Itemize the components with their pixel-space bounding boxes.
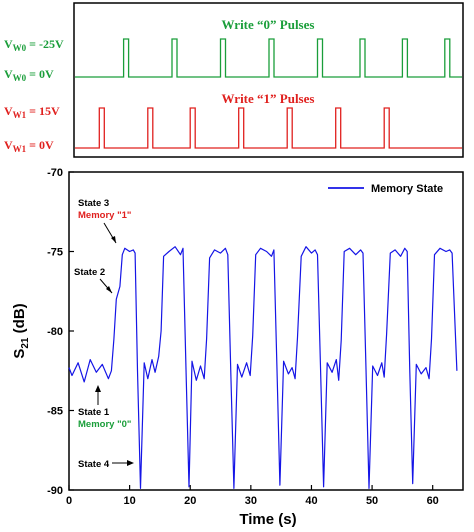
write1-pulse-trace bbox=[75, 107, 462, 149]
x-axis-label: Time (s) bbox=[239, 511, 296, 528]
y-tick-label: -85 bbox=[47, 406, 63, 418]
pulse-panel: Write “0” Pulses Write “1” Pulses VW0 = … bbox=[4, 2, 464, 158]
legend-label: Memory State bbox=[371, 183, 443, 195]
y-axis-label: S21 (dB) bbox=[11, 303, 31, 358]
annotation-arrowhead-state-2 bbox=[106, 286, 112, 293]
annotation-arrowhead-state-1 bbox=[95, 385, 101, 392]
y-tick-label: -80 bbox=[47, 326, 63, 338]
x-tick-label: 20 bbox=[184, 495, 196, 507]
x-tick-label: 60 bbox=[427, 495, 439, 507]
pulse-panel-frame bbox=[73, 2, 464, 158]
axis-ticks: 0 10 20 30 40 50 60 -90 -85 -80 -75 -70 bbox=[47, 167, 439, 507]
memory-plot: 0 10 20 30 40 50 60 -90 -85 -80 -75 -70 Memory Stat… bbox=[11, 167, 464, 528]
write0-title: Write “0” Pulses bbox=[222, 17, 315, 32]
x-tick-label: 10 bbox=[123, 495, 135, 507]
annotation-arrowhead-state-4 bbox=[127, 460, 134, 466]
annotation-state-2: State 2 bbox=[74, 267, 105, 278]
annotation-arrowhead-state-3 bbox=[111, 236, 116, 243]
annotation-state-4: State 4 bbox=[78, 459, 110, 470]
vw0-low-label: VW0 = -25V bbox=[4, 37, 64, 53]
y-tick-label: -90 bbox=[47, 485, 63, 497]
write1-title: Write “1” Pulses bbox=[222, 91, 315, 106]
memory-state-series bbox=[68, 246, 458, 489]
vw1-low-label: VW1 = 0V bbox=[4, 138, 54, 154]
annotation-memory-1: Memory "1" bbox=[78, 210, 131, 221]
x-tick-label: 0 bbox=[66, 495, 72, 507]
y-tick-label: -75 bbox=[47, 247, 63, 259]
vw0-high-label: VW0 = 0V bbox=[4, 67, 54, 83]
annotation-state-3: State 3 bbox=[78, 198, 109, 209]
x-tick-label: 40 bbox=[305, 495, 317, 507]
annotation-state-1: State 1 bbox=[78, 407, 110, 418]
x-tick-label: 50 bbox=[366, 495, 378, 507]
y-tick-label: -70 bbox=[47, 167, 63, 179]
annotation-memory-0: Memory "0" bbox=[78, 419, 131, 430]
write0-pulse-trace bbox=[75, 38, 462, 78]
x-tick-label: 30 bbox=[245, 495, 257, 507]
vw1-high-label: VW1 = 15V bbox=[4, 104, 60, 120]
